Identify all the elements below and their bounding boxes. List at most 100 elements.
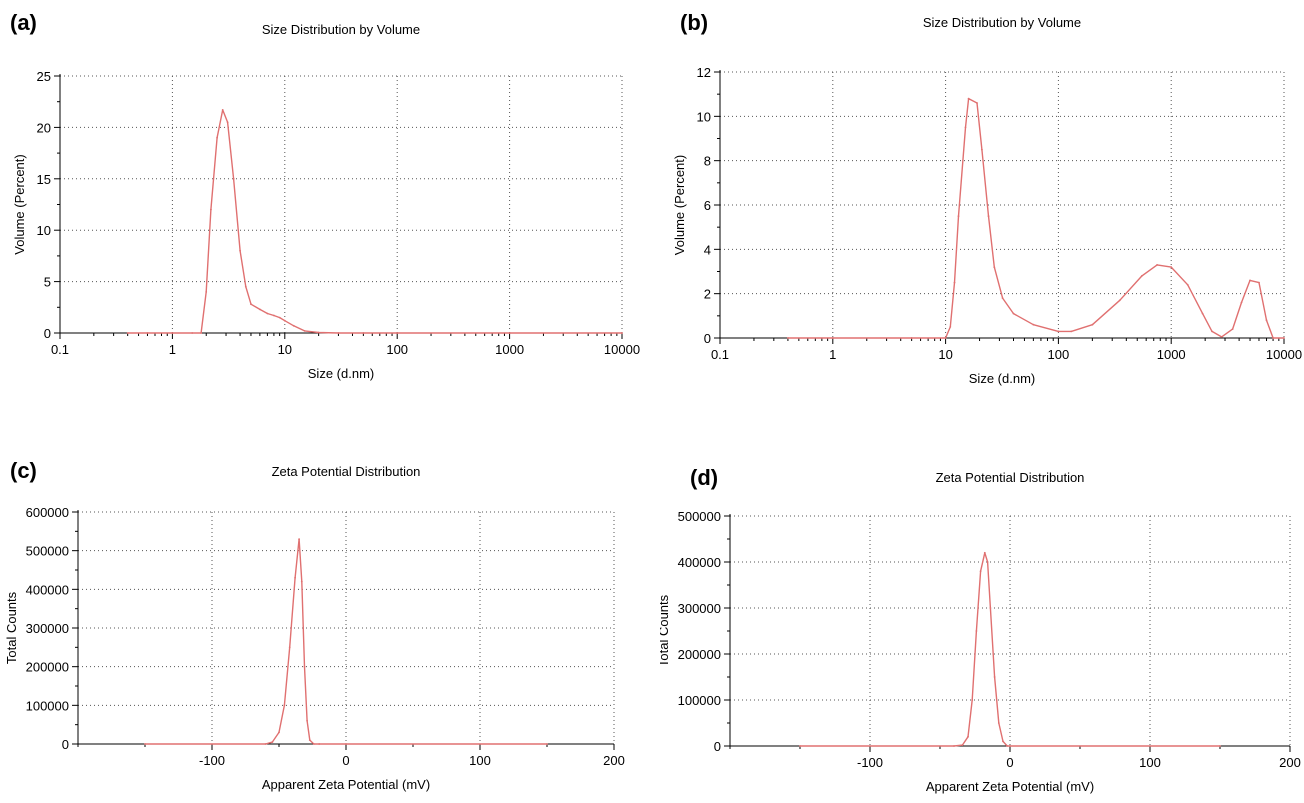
- data-point: [1272, 337, 1274, 339]
- data-point: [993, 676, 996, 678]
- x-axis-label: Apparent Zeta Potential (mV): [926, 779, 1094, 794]
- minor-ticks: [75, 530, 615, 747]
- y-tick-label: 500000: [26, 544, 69, 559]
- y-axis-label: Volume (Percent): [672, 155, 687, 255]
- y-tick-label: 4: [704, 242, 711, 257]
- data-point: [1012, 312, 1015, 315]
- series-line: [800, 552, 1220, 747]
- data-point: [944, 337, 947, 339]
- data-point: [989, 607, 992, 609]
- series-line: [787, 97, 1284, 339]
- x-tick-label: 1000: [495, 342, 524, 357]
- data-point: [1201, 312, 1204, 315]
- data-point: [292, 324, 295, 327]
- data-point: [964, 126, 967, 129]
- data-point: [1283, 337, 1285, 339]
- x-tick-label: 1: [169, 342, 176, 357]
- data-point: [144, 743, 146, 745]
- data-point: [967, 735, 969, 738]
- panel-label-c: (c): [10, 458, 37, 483]
- y-tick-label: 0: [44, 326, 51, 341]
- x-tick-label: 10: [278, 342, 292, 357]
- chart-title: Zeta Potential Distribution: [936, 470, 1085, 485]
- data-point: [979, 570, 982, 573]
- data-point: [283, 704, 286, 707]
- data-point: [396, 332, 399, 334]
- y-tick-label: 15: [37, 172, 51, 187]
- data-point: [264, 743, 267, 745]
- x-tick-label: 10000: [1266, 347, 1302, 362]
- series-line: [127, 109, 622, 334]
- y-tick-label: 600000: [26, 505, 69, 520]
- x-tick-label: 0: [1006, 755, 1013, 770]
- chart-title: Zeta Potential Distribution: [272, 464, 421, 479]
- data-point: [205, 291, 208, 293]
- data-point: [787, 337, 789, 339]
- data-point: [831, 337, 834, 339]
- data-point: [997, 722, 1000, 724]
- y-tick-label: 300000: [26, 621, 69, 636]
- data-point: [987, 215, 990, 218]
- data-point: [1249, 279, 1251, 282]
- data-point: [1001, 297, 1004, 299]
- data-point: [278, 731, 280, 734]
- y-tick-label: 100000: [678, 693, 721, 708]
- data-point: [298, 538, 300, 540]
- series-markers: [787, 97, 1285, 339]
- data-point: [337, 332, 340, 334]
- x-tick-label: 100: [469, 753, 491, 768]
- series-markers: [144, 538, 548, 745]
- x-axis-label: Size (d.nm): [308, 366, 374, 381]
- data-point: [1032, 323, 1035, 326]
- data-point: [266, 312, 269, 315]
- x-tick-label: -100: [199, 753, 225, 768]
- data-point: [362, 332, 365, 334]
- data-point: [1220, 336, 1223, 338]
- y-tick-label: 8: [704, 154, 711, 169]
- minor-ticks: [727, 538, 1291, 749]
- data-point: [1118, 299, 1121, 302]
- x-tick-label: 0: [342, 753, 349, 768]
- panel-label-a: (a): [10, 10, 37, 35]
- data-point: [546, 743, 548, 745]
- data-point: [967, 97, 970, 100]
- data-point: [306, 719, 308, 722]
- data-point: [308, 739, 311, 741]
- data-point: [993, 266, 996, 268]
- chart-c: Zeta Potential Distribution -100 0 100 200 0 1…: [4, 464, 625, 792]
- data-point: [1057, 330, 1060, 333]
- data-point: [312, 743, 315, 745]
- data-point: [1240, 301, 1243, 304]
- x-tick-label: 10: [938, 347, 952, 362]
- y-tick-label: 10: [697, 109, 711, 124]
- data-point: [957, 215, 960, 218]
- y-tick-label: 5: [44, 275, 51, 290]
- data-point: [1070, 330, 1073, 333]
- chart-d: Zeta Potential Distribution -100 0 100 200 0 1…: [660, 470, 1301, 794]
- data-point: [1186, 283, 1189, 286]
- data-point: [981, 148, 983, 151]
- data-point: [239, 249, 242, 252]
- data-point: [621, 332, 623, 334]
- data-point: [910, 337, 913, 339]
- data-point: [1156, 264, 1158, 266]
- x-tick-label: 0.1: [711, 347, 729, 362]
- data-point: [949, 326, 952, 328]
- y-axis-label: Volume (Percent): [12, 154, 27, 254]
- x-tick-label: -100: [857, 755, 883, 770]
- y-tick-label: 10: [37, 223, 51, 238]
- x-tick-label: 200: [603, 753, 625, 768]
- data-point: [345, 743, 347, 745]
- data-point: [975, 630, 978, 632]
- series-markers: [126, 109, 623, 334]
- data-point: [1141, 275, 1143, 277]
- grid: [78, 511, 615, 744]
- x-tick-label: 100: [386, 342, 408, 357]
- y-tick-label: 20: [37, 120, 51, 135]
- data-point: [278, 316, 281, 319]
- x-tick-label: 10000: [604, 342, 640, 357]
- data-point: [126, 332, 129, 334]
- y-tick-label: 25: [37, 69, 51, 84]
- panel-label-b: (b): [680, 10, 709, 35]
